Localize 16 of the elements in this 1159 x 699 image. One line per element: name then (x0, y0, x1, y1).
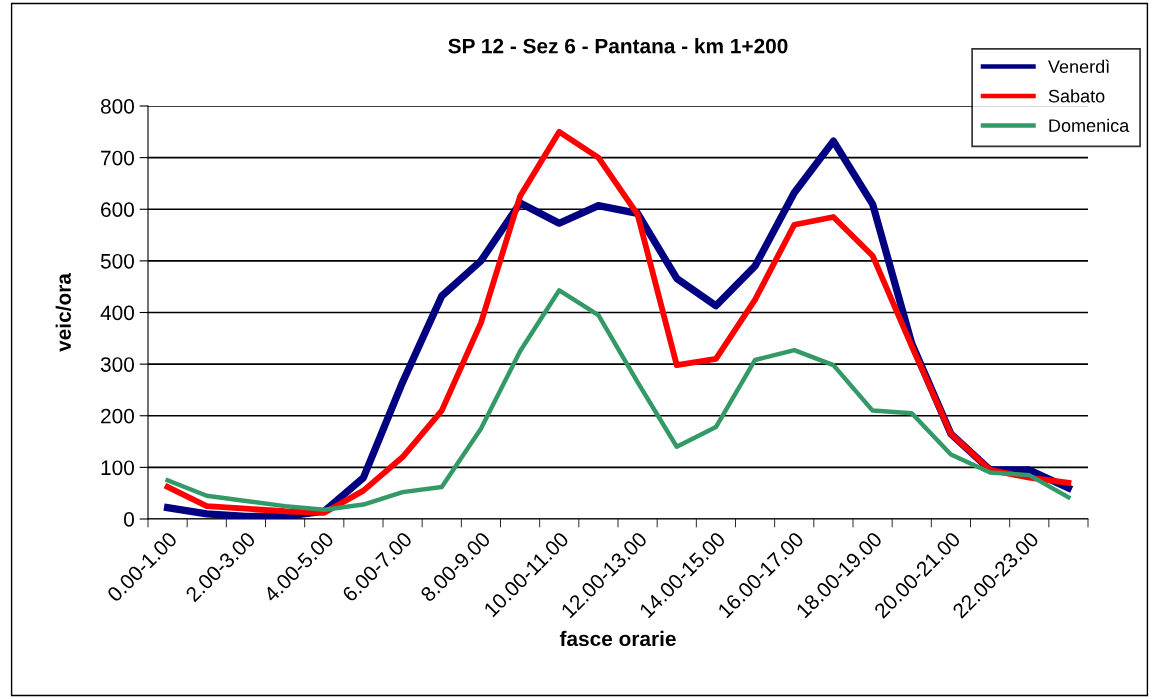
y-tick-label: 700 (101, 150, 134, 166)
chart-title: SP 12 - Sez 6 - Pantana - km 1+200 (448, 38, 788, 54)
y-axis-title: veic/ora (55, 272, 72, 352)
y-tick-label: 500 (100, 253, 134, 269)
legend-label: Venerdì (1048, 59, 1110, 74)
legend-label: Domenica (1049, 118, 1130, 132)
y-tick-label: 400 (100, 305, 134, 321)
line-series (165, 288, 1071, 512)
y-tick-label: 100 (101, 460, 134, 476)
x-axis-title: fasce orarie (559, 630, 676, 647)
y-tick-label: 600 (101, 202, 134, 217)
legend-label: Sabato (1048, 89, 1105, 103)
y-tick-label: 300 (100, 357, 134, 372)
y-tick-label: 200 (101, 408, 134, 424)
y-tick-label: 800 (100, 99, 134, 114)
y-tick-label: 0 (124, 512, 134, 527)
